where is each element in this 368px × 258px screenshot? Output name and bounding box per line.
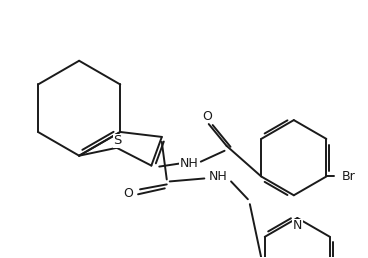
Text: NH: NH	[209, 170, 227, 183]
Text: S: S	[114, 134, 122, 147]
Text: NH: NH	[180, 157, 198, 170]
Text: O: O	[202, 110, 212, 123]
Text: N: N	[293, 220, 302, 232]
Text: Br: Br	[342, 170, 356, 183]
Text: O: O	[123, 187, 133, 200]
